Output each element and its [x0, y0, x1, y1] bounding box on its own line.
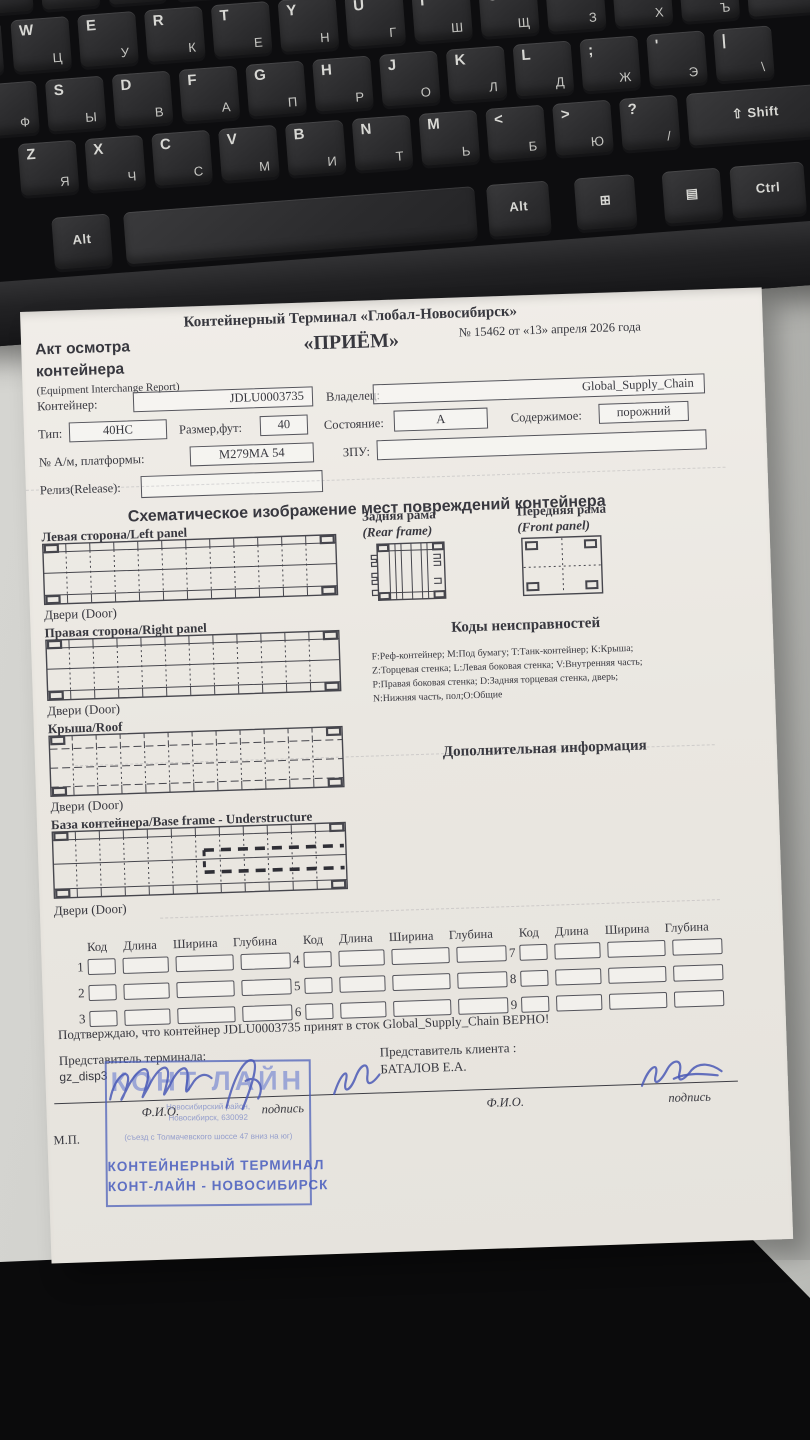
damage-row: 2	[70, 977, 298, 1003]
mode-title: «ПРИЁМ»	[303, 329, 400, 355]
client-rep-name: БАТАЛОВ Е.А.	[380, 1058, 467, 1077]
key-bracket-left: [Х	[611, 0, 674, 28]
fault-codes-text: F:Реф-контейнер; M:Под бумагу; T:Танк-ко…	[371, 642, 643, 705]
key-menu: ▤	[661, 167, 724, 224]
seal-field	[376, 429, 707, 461]
key-quote: ' Э	[646, 30, 708, 87]
stamp-main-line2: КОНТ-ЛАЙН - НОВОСИБИРСК	[107, 1177, 329, 1195]
key-ctrl: Ctrl	[729, 161, 808, 219]
key-period: > Ю	[552, 99, 614, 156]
size-label: Размер,фут:	[178, 420, 243, 437]
damage-row: 8	[502, 963, 730, 989]
type-field: 40HC	[68, 419, 168, 443]
front-panel-label-en: (Front panel)	[517, 517, 591, 535]
key-backslash: | \	[713, 25, 775, 82]
fio-label-client: Ф.И.О.	[486, 1094, 525, 1110]
door-label-4: Двери (Door)	[53, 900, 127, 919]
door-label-1: Двери (Door)	[43, 604, 118, 623]
type-label: Тип:	[37, 426, 63, 442]
roof-grid	[48, 725, 345, 797]
door-label-3: Двери (Door)	[50, 796, 124, 815]
key-shift: ⇧ Shift	[685, 83, 810, 146]
doc-title-line1: Акт осмотра	[34, 338, 131, 359]
key-comma: < Б	[485, 104, 548, 161]
stamp-main-line1: КОНТЕЙНЕРНЫЙ ТЕРМИНАЛ	[107, 1157, 325, 1175]
front-panel-label-ru: Передняя рама	[516, 500, 607, 519]
fault-codes-title: Коды неисправностей	[450, 614, 601, 636]
client-rep-label: Представитель клиента :	[379, 1039, 517, 1060]
key-partial	[38, 0, 101, 10]
rear-frame-diagram	[370, 541, 447, 601]
key-partial	[0, 0, 34, 15]
right-panel-grid	[45, 629, 342, 702]
doc-title-line2: контейнера	[35, 360, 125, 381]
owner-field: Global_Supply_Chain	[372, 373, 706, 405]
scan-artifact	[160, 899, 720, 919]
key-alt-left: Alt	[51, 213, 113, 270]
key-semicolon: ; Ж	[579, 35, 642, 92]
key-o: OЩ	[478, 0, 540, 38]
contents-field: порожний	[598, 400, 689, 424]
truck-field: М279МА 54	[189, 442, 315, 467]
stamp-addr-3: (съезд с Толмачевского шоссе 47 вниз на …	[124, 1131, 293, 1142]
seal-label: ЗПУ:	[342, 444, 371, 460]
key-a: Ф	[0, 80, 40, 137]
eir-form-paper: Контейнерный Терминал «Глобал-Новосибирс…	[20, 287, 794, 1264]
key-windows: ⊞	[573, 174, 638, 231]
mp-label: М.П.	[53, 1132, 81, 1148]
front-panel-diagram	[521, 535, 604, 597]
key-slash: ? /	[618, 94, 681, 151]
condition-field: A	[393, 407, 489, 432]
key-partial	[105, 0, 168, 5]
truck-label: № А/м, платформы:	[38, 451, 145, 470]
scan-artifact	[25, 466, 726, 491]
key-partial	[0, 21, 5, 78]
condition-label: Состояние:	[323, 416, 385, 432]
contents-label: Содержимое:	[510, 408, 583, 425]
key-enter: Enter⏎	[745, 0, 810, 17]
container-label: Контейнер:	[36, 397, 98, 414]
key-bracket-right: ]Ъ	[678, 0, 741, 23]
key-p: PЗ	[544, 0, 607, 33]
base-frame-grid	[51, 821, 349, 899]
left-panel-grid	[41, 533, 339, 606]
key-alt-right: Alt	[486, 180, 552, 238]
doc-number-line: № 15462 от «13» апреля 2026 года	[458, 319, 642, 340]
damage-row: 5	[286, 970, 514, 996]
terminal-signature-ink	[109, 1059, 381, 1111]
door-label-2: Двери (Door)	[46, 700, 121, 719]
client-signature-ink	[640, 1060, 723, 1087]
size-field: 40	[259, 414, 309, 437]
